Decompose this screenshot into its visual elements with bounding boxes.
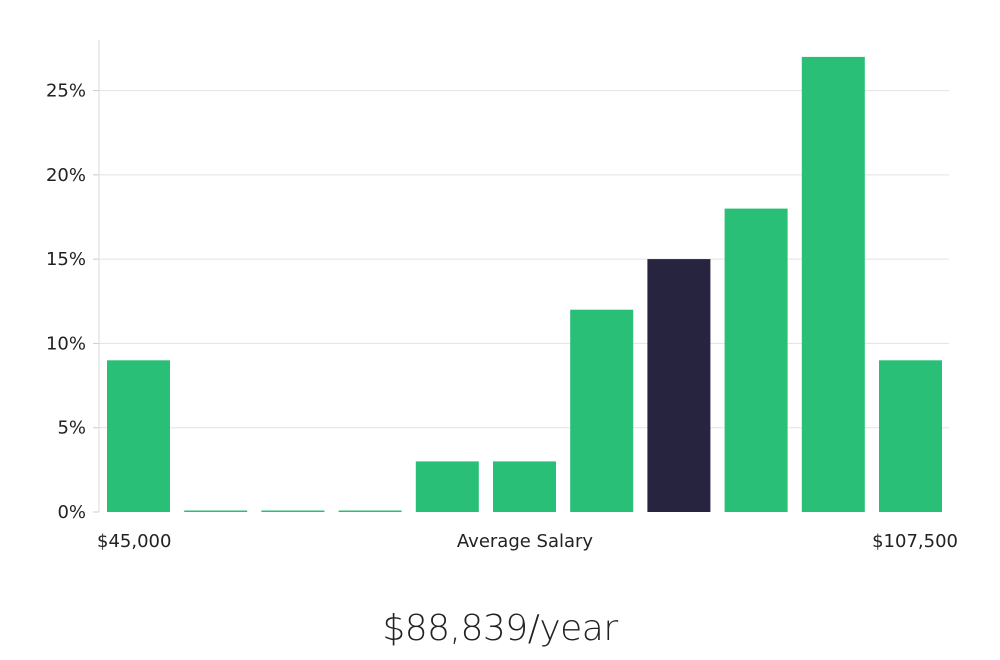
bar: [724, 208, 788, 512]
x-min-label: $45,000: [97, 531, 171, 552]
bar: [570, 309, 634, 512]
bar: [107, 360, 170, 512]
bar: [184, 510, 248, 512]
bars: [107, 56, 942, 513]
y-tick-label: 20%: [46, 165, 86, 186]
bar-highlighted: [647, 259, 711, 512]
bar: [493, 461, 556, 512]
y-axis: 0% 5% 10% 15% 20% 25%: [46, 81, 99, 523]
salary-histogram: 0%5%10%15%20%25% $45,000 Average Salary …: [46, 40, 958, 552]
y-tick-label: 0%: [57, 502, 86, 523]
bar: [415, 461, 479, 512]
bar: [801, 56, 865, 513]
y-tick-label: 10%: [46, 333, 86, 354]
y-tick-label: 5%: [57, 418, 86, 439]
bar: [879, 360, 942, 512]
bar: [261, 510, 325, 512]
x-max-label: $107,500: [872, 531, 958, 552]
y-tick-label: 25%: [46, 81, 86, 102]
average-salary-value: $88,839/year: [382, 608, 618, 649]
x-axis-title: Average Salary: [457, 531, 594, 552]
y-tick-label: 15%: [46, 249, 86, 270]
bar: [338, 510, 402, 512]
